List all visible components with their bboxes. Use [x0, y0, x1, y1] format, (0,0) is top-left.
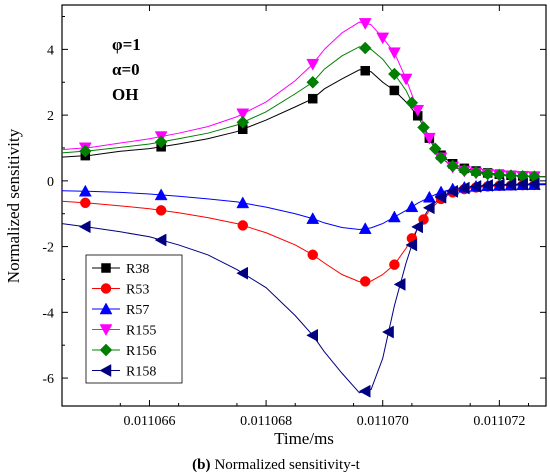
- data-point-r155: [422, 132, 436, 145]
- data-point-r158: [446, 184, 458, 198]
- y-tick-label: 0: [47, 175, 54, 190]
- legend: R38 R53 R57 R155 R156 R158: [85, 254, 183, 384]
- data-point-r155: [387, 47, 401, 60]
- x-tick-label: 0.011068: [240, 414, 292, 429]
- data-point-r156: [306, 75, 320, 89]
- data-point-r158: [358, 384, 371, 398]
- y-axis-title: Normalized sensitivity: [4, 128, 23, 283]
- data-point-r158: [422, 201, 435, 215]
- data-point-r57: [422, 190, 436, 203]
- data-point-r156: [405, 96, 419, 110]
- data-point-r156: [417, 121, 430, 134]
- y-tick-label: 2: [47, 109, 54, 124]
- data-point-r57: [405, 200, 419, 213]
- data-point-r57: [387, 210, 401, 223]
- y-tick-label: -4: [42, 306, 54, 321]
- data-point-r57: [78, 184, 92, 197]
- data-point-r155: [399, 73, 413, 86]
- data-point-r156: [492, 168, 506, 182]
- data-point-r156: [154, 135, 168, 149]
- data-point-r53: [389, 259, 400, 270]
- markers-layer: [78, 18, 541, 398]
- data-point-r158: [154, 233, 167, 247]
- data-point-r57: [358, 222, 372, 234]
- legend-label-r156: R156: [126, 344, 156, 359]
- data-point-r156: [481, 167, 495, 181]
- data-point-r158: [306, 328, 318, 342]
- x-tick-label: 0.011070: [357, 414, 409, 429]
- data-point-r38: [389, 85, 400, 96]
- data-point-r158: [236, 266, 249, 280]
- data-point-r155: [376, 32, 390, 45]
- axes-ticks: 0.011066 0.011068 0.011070 0.011072 -6 -4 -2 0 2…: [42, 5, 546, 429]
- data-point-r156: [78, 144, 92, 158]
- data-point-r158: [405, 238, 418, 252]
- legend-box: [85, 254, 183, 384]
- legend-marker-r57: [99, 302, 113, 315]
- x-axis-title: Time/ms: [274, 429, 334, 448]
- data-point-r156: [469, 165, 483, 179]
- legend-label-r158: R158: [126, 365, 156, 380]
- data-point-r158: [382, 325, 394, 339]
- data-point-r158: [527, 177, 540, 191]
- caption-text: Normalized sensitivity-t: [214, 457, 360, 473]
- legend-marker-r53: [100, 283, 112, 294]
- data-point-r57: [154, 188, 168, 201]
- data-point-r156: [358, 41, 372, 55]
- data-point-r158: [492, 178, 505, 192]
- data-point-r158: [78, 220, 91, 234]
- y-tick-label: -2: [42, 241, 54, 256]
- caption-prefix: (b): [192, 457, 210, 473]
- data-point-r158: [411, 220, 423, 234]
- legend-label-r38: R38: [126, 262, 149, 277]
- data-point-r155: [306, 58, 320, 71]
- data-point-r156: [236, 115, 250, 129]
- legend-marker-r156: [99, 343, 113, 357]
- data-point-r158: [504, 178, 517, 191]
- y-tick-label: 4: [47, 43, 54, 58]
- data-point-r156: [446, 159, 460, 173]
- data-point-r57: [236, 196, 250, 209]
- annotation-alpha: α=0: [112, 60, 140, 79]
- data-point-r155: [236, 108, 250, 121]
- data-point-r156: [434, 151, 448, 165]
- x-tick-label: 0.011066: [123, 414, 175, 429]
- data-point-r53: [307, 249, 318, 261]
- data-point-r158: [516, 177, 528, 191]
- legend-marker-r158: [99, 364, 112, 377]
- data-point-r156: [428, 142, 442, 156]
- data-point-r158: [457, 181, 470, 195]
- data-point-r53: [80, 197, 91, 209]
- data-point-r155: [358, 18, 372, 30]
- data-point-r158: [481, 179, 493, 192]
- annotation-species: OH: [112, 85, 138, 104]
- data-point-r53: [155, 205, 167, 216]
- legend-marker-r38: [101, 263, 111, 273]
- data-point-r155: [411, 104, 425, 117]
- data-point-r158: [469, 180, 482, 193]
- data-point-r57: [306, 212, 320, 224]
- figure-caption: (b) Normalized sensitivity-t: [192, 457, 361, 473]
- series-line-r53: [62, 184, 546, 283]
- data-point-r158: [393, 277, 406, 291]
- data-point-r53: [359, 276, 371, 287]
- x-tick-label: 0.011072: [473, 414, 525, 429]
- data-point-r158: [434, 190, 447, 204]
- legend-label-r53: R53: [126, 283, 149, 298]
- series-line-r156: [62, 46, 546, 178]
- annotation-phi: φ=1: [112, 35, 141, 54]
- data-point-r156: [458, 163, 471, 177]
- legend-marker-r155: [99, 324, 113, 337]
- series-line-r158: [62, 183, 546, 394]
- plot-frame: [61, 4, 547, 407]
- legend-label-r57: R57: [126, 303, 149, 318]
- data-point-r38: [307, 93, 318, 104]
- y-tick-label: -6: [42, 372, 54, 387]
- data-point-r53: [237, 220, 249, 231]
- data-point-r156: [388, 67, 401, 81]
- legend-label-r155: R155: [126, 324, 156, 339]
- data-point-r38: [360, 65, 370, 76]
